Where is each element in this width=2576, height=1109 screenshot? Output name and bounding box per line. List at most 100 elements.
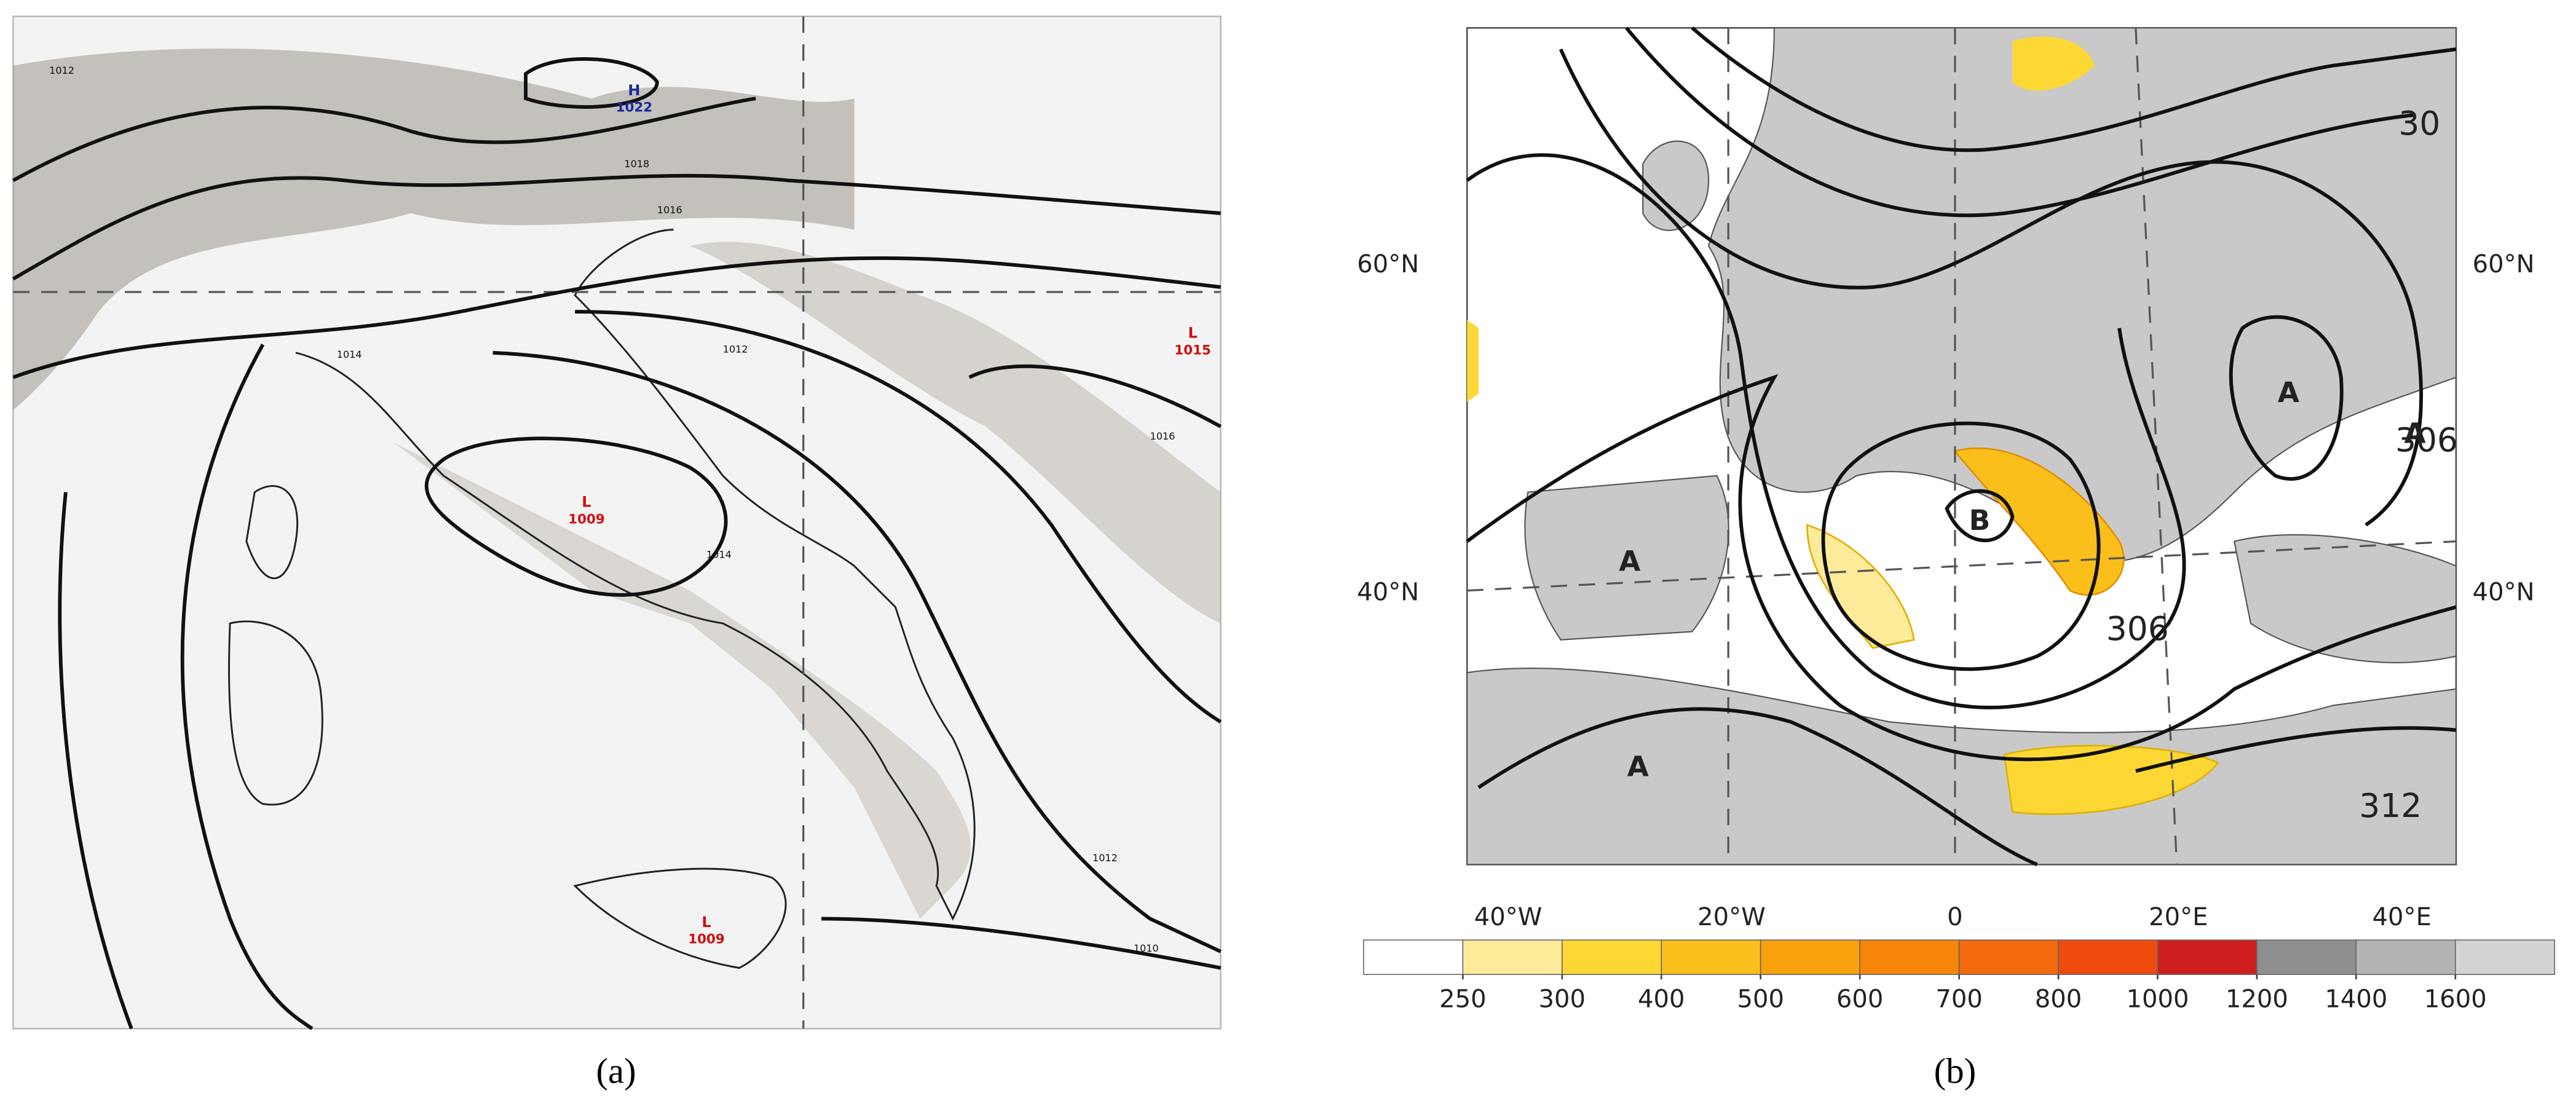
isobar-label: 1014 [706,548,732,560]
colorbar-segment [1462,939,1563,975]
contour [1559,48,2424,527]
lat-label: 40°N [1357,578,1419,607]
colorbar-tick-label: 1200 [2226,985,2288,1014]
colorbar-tick-label: 500 [1737,985,1784,1014]
pressure-center-letter: L [1188,325,1197,342]
pressure-center-value: 1015 [1174,342,1211,358]
colorbar-segment [2455,939,2556,975]
center-label: B [1969,504,1991,537]
center-label: A [2404,417,2426,450]
isobar [492,350,1222,953]
precip-area [1953,447,2125,596]
colorbar-segment [1958,939,2059,975]
colorbar-segment [1363,939,1464,975]
lon-label: 20°E [2149,903,2208,931]
land [2233,534,2457,663]
balkan-relief [690,242,1221,624]
colorbar-segment [1562,939,1662,975]
colorbar-segment [2355,939,2456,975]
colorbar-segment [2256,939,2357,975]
contour-label: 306 [2106,609,2169,648]
contour [1691,26,2457,152]
pressure-center-value: 1022 [616,100,652,115]
alps-relief [13,48,855,411]
center-label: A [1627,750,1649,783]
isobar [968,364,1222,428]
isobar [424,436,728,597]
isobar-label: 1012 [1092,852,1118,864]
contour [1466,374,2457,762]
isobar-label: 1012 [723,344,748,355]
colorbar-tick-label: 300 [1539,985,1586,1014]
contour [1466,153,2186,709]
lat-label: 40°N [2473,578,2535,607]
isobar-label: 1016 [657,204,682,216]
lat-label: 60°N [1357,250,1419,278]
colorbar-tick-label: 1000 [2126,985,2189,1014]
coastline [573,867,787,969]
pressure-center-letter: L [582,494,591,511]
contour [2229,315,2344,481]
contour [1945,489,2015,542]
panel-label: (b) [1934,1051,1977,1091]
contour-label: 312 [2359,786,2422,825]
colorbar-tick-label: 600 [1836,985,1883,1014]
land [1707,27,2457,563]
isobar [180,343,314,1030]
isobar [12,256,1221,379]
colorbar-segment [1859,939,1960,975]
pressure-center-value: 1009 [568,511,604,527]
contour-label: 306 [2395,420,2458,459]
isobar-label: 1014 [337,349,362,360]
lon-label: 40°E [2373,903,2432,931]
coastline [295,229,976,921]
isobar [575,310,1222,724]
isobar-label: 1010 [1134,942,1159,954]
isobar [821,917,1222,970]
isobar [524,57,659,109]
panel-b-map: 30 306 306 312 A A A A B 60°N 40°N 60°N … [1357,26,2556,1091]
coastline [228,485,323,806]
colorbar-tick-label: 800 [2035,985,2082,1014]
pressure-center-letter: H [628,82,640,99]
apennine-relief [394,443,971,919]
colorbar-segment [2157,939,2258,975]
precip-area [1467,320,1479,402]
contour [1477,707,2038,867]
colorbar-segment [2058,939,2159,975]
contour [1625,26,2416,218]
lon-label: 0 [1947,903,1963,931]
isobar-label: 1018 [624,158,649,170]
precip-area [2012,36,2095,91]
contour [1821,421,2101,671]
center-label: A [1619,545,1640,578]
lon-label: 20°W [1697,903,1766,931]
graticule [1467,28,2457,865]
contour [2135,726,2457,773]
colorbar-tick-label: 250 [1439,985,1486,1014]
colorbar-tick-label: 400 [1638,985,1685,1014]
lon-label: 40°W [1474,903,1543,931]
pressure-center-value: 1009 [688,931,724,947]
isobar [12,173,1221,281]
precip-area [1806,524,1915,649]
isobar [58,492,133,1030]
colorbar-segment [1760,939,1860,975]
contour-label: 30 [2398,104,2440,143]
isobar-label: 1016 [1150,430,1175,442]
land [1524,475,1729,641]
colorbar-tick-label: 1400 [2325,985,2387,1014]
colorbar-tick-label: 700 [1935,985,1982,1014]
colorbar-tick-label: 1600 [2424,985,2487,1014]
colorbar: 250 300 400 500 600 700 800 1000 1200 1400 1600 [1363,939,2556,1014]
colorbar-segment [1661,939,1761,975]
panel-a-map: H 1022 L 1015 L 1009 L 1009 1012 1016 10… [12,15,1222,1091]
lat-label: 60°N [2473,250,2535,278]
panel-label: (a) [596,1051,636,1091]
isobar [12,97,756,183]
land [1466,667,2457,866]
pressure-center-letter: L [701,914,711,931]
isobar-label: 1012 [49,65,74,76]
center-label: A [2278,376,2299,409]
